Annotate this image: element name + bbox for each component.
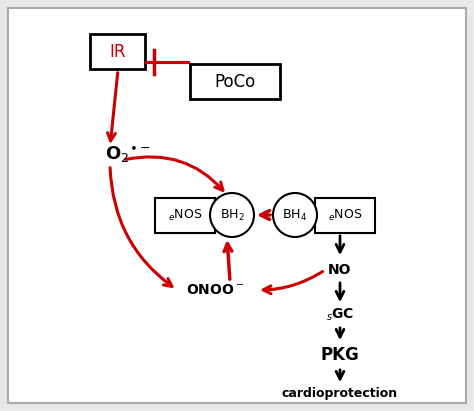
Text: cardioprotection: cardioprotection bbox=[282, 386, 398, 399]
Bar bbox=[155, 198, 215, 233]
Text: $_s$GC: $_s$GC bbox=[326, 307, 354, 323]
Circle shape bbox=[273, 193, 317, 237]
Text: BH$_2$: BH$_2$ bbox=[219, 208, 245, 222]
Text: IR: IR bbox=[110, 43, 126, 61]
Text: $_e$NOS: $_e$NOS bbox=[328, 208, 362, 222]
Text: PoCo: PoCo bbox=[214, 73, 255, 91]
Bar bbox=[190, 65, 280, 99]
Text: PKG: PKG bbox=[320, 346, 359, 364]
Bar bbox=[315, 198, 375, 233]
Text: O$_2$$^{\bullet-}$: O$_2$$^{\bullet-}$ bbox=[105, 145, 151, 165]
Bar bbox=[91, 35, 146, 69]
Text: BH$_4$: BH$_4$ bbox=[283, 208, 308, 222]
Text: NO: NO bbox=[328, 263, 352, 277]
Text: $_e$NOS: $_e$NOS bbox=[168, 208, 202, 222]
Circle shape bbox=[210, 193, 254, 237]
Text: ONOO$^-$: ONOO$^-$ bbox=[186, 283, 244, 297]
